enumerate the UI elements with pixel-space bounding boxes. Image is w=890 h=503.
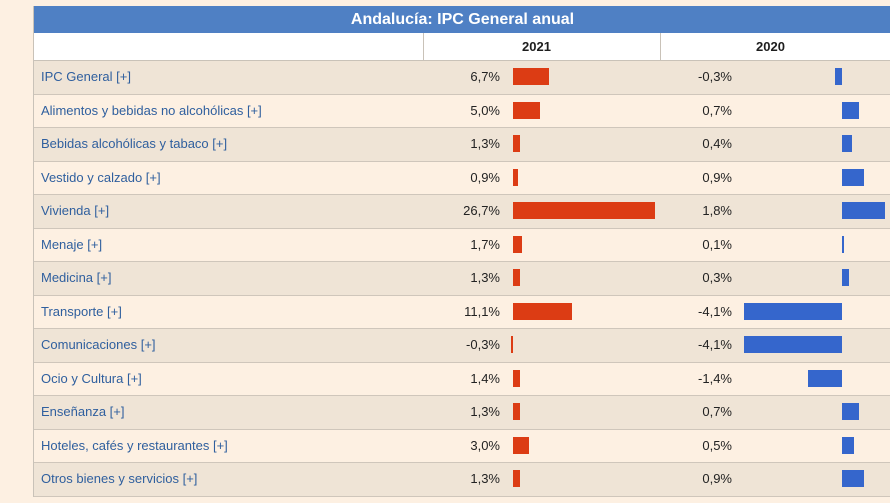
bar-2021 (513, 470, 520, 487)
column-divider (660, 33, 661, 60)
table-body: IPC General [+] 6,7% -0,3% Alimentos y bebi… (34, 61, 890, 497)
row-label-link[interactable]: Medicina [+] (41, 270, 112, 285)
value-2021: 1,3% (470, 270, 500, 285)
value-2020: -4,1% (698, 303, 732, 319)
row-label-link[interactable]: Alimentos y bebidas no alcohólicas [+] (41, 102, 262, 118)
value-2021: 1,3% (470, 404, 500, 419)
value-2020: 0,7% (702, 102, 732, 118)
value-2020: 0,7% (702, 404, 732, 419)
row-label-link[interactable]: Otros bienes y servicios [+] (41, 471, 198, 486)
table-row: Vivienda [+] 26,7% 1,8% (34, 195, 890, 229)
row-label-link[interactable]: Transporte [+] (41, 303, 122, 319)
table-header: 2021 2020 (34, 33, 890, 61)
bar-2021 (513, 436, 529, 454)
bar-2021 (513, 168, 518, 186)
bar-2021 (513, 68, 549, 85)
table-row: Enseñanza [+] 1,3% 0,7% (34, 396, 890, 430)
value-2021: 1,3% (470, 136, 500, 151)
bar-2020 (842, 235, 845, 253)
value-2021: 5,0% (470, 102, 500, 118)
bar-2020 (834, 68, 842, 85)
table-row: Transporte [+] 11,1% -4,1% (34, 295, 890, 329)
row-label-link[interactable]: Vestido y calzado [+] (41, 169, 161, 185)
row-label-link[interactable]: Hoteles, cafés y restaurantes [+] (41, 437, 228, 453)
value-2020: 1,8% (702, 203, 732, 218)
value-2020: 0,5% (702, 437, 732, 453)
value-2020: 0,1% (702, 236, 732, 252)
table-title: Andalucía: IPC General anual (34, 6, 890, 33)
value-2020: -4,1% (698, 337, 732, 352)
bar-2021 (513, 235, 522, 253)
table-row: Vestido y calzado [+] 0,9% 0,9% (34, 161, 890, 195)
value-2020: -0,3% (698, 69, 732, 84)
row-label-link[interactable]: Menaje [+] (41, 236, 103, 252)
value-2020: 0,9% (702, 169, 732, 185)
row-label-link[interactable]: Comunicaciones [+] (41, 337, 156, 352)
value-2021: 11,1% (464, 303, 500, 319)
row-label-link[interactable]: Ocio y Cultura [+] (41, 370, 142, 386)
bar-2020 (842, 135, 852, 152)
value-2021: 1,3% (470, 471, 500, 486)
value-2021: 1,7% (470, 236, 500, 252)
column-divider (423, 33, 424, 60)
table-row: Bebidas alcohólicas y tabaco [+] 1,3% 0,4% (34, 128, 890, 162)
value-2020: 0,3% (702, 270, 732, 285)
bar-2020 (743, 336, 842, 353)
value-2021: -0,3% (466, 337, 500, 352)
bar-2021 (513, 101, 540, 119)
bar-2021 (513, 135, 520, 152)
value-2021: 0,9% (470, 169, 500, 185)
bar-2020 (842, 436, 854, 454)
value-2021: 1,4% (470, 370, 500, 386)
bar-2020 (842, 101, 859, 119)
bar-2020 (808, 369, 842, 387)
bar-2020 (743, 302, 842, 320)
table-row: Alimentos y bebidas no alcohólicas [+] 5,… (34, 94, 890, 128)
value-2021: 6,7% (470, 69, 500, 84)
ipc-table: Andalucía: IPC General anual 2021 2020 I… (33, 6, 890, 497)
bar-2021 (513, 269, 520, 286)
bar-2020 (842, 168, 864, 186)
bar-2020 (842, 269, 850, 286)
value-2021: 3,0% (470, 437, 500, 453)
bar-2021 (513, 302, 572, 320)
bar-2020 (842, 403, 859, 420)
value-2020: 0,9% (702, 471, 732, 486)
column-2021-header: 2021 (522, 39, 551, 54)
table-row: Otros bienes y servicios [+] 1,3% 0,9% (34, 463, 890, 497)
table-row: Ocio y Cultura [+] 1,4% -1,4% (34, 362, 890, 396)
table-row: Hoteles, cafés y restaurantes [+] 3,0% 0,5… (34, 429, 890, 463)
bar-2021 (513, 403, 520, 420)
row-label-link[interactable]: Bebidas alcohólicas y tabaco [+] (41, 136, 228, 151)
bar-2020 (842, 470, 864, 487)
value-2021: 26,7% (463, 203, 500, 218)
table-row: Medicina [+] 1,3% 0,3% (34, 262, 890, 296)
bar-2021 (513, 369, 521, 387)
row-label-link[interactable]: Enseñanza [+] (41, 404, 125, 419)
bar-2021 (513, 202, 655, 219)
table-row: Menaje [+] 1,7% 0,1% (34, 228, 890, 262)
row-label-link[interactable]: Vivienda [+] (41, 203, 110, 218)
value-2020: -1,4% (698, 370, 732, 386)
value-2020: 0,4% (702, 136, 732, 151)
bar-2020 (842, 202, 886, 219)
bar-2021 (511, 336, 513, 353)
column-2020-header: 2020 (756, 39, 785, 54)
table-row: IPC General [+] 6,7% -0,3% (34, 61, 890, 95)
table-row: Comunicaciones [+] -0,3% -4,1% (34, 329, 890, 363)
row-label-link[interactable]: IPC General [+] (41, 69, 131, 84)
